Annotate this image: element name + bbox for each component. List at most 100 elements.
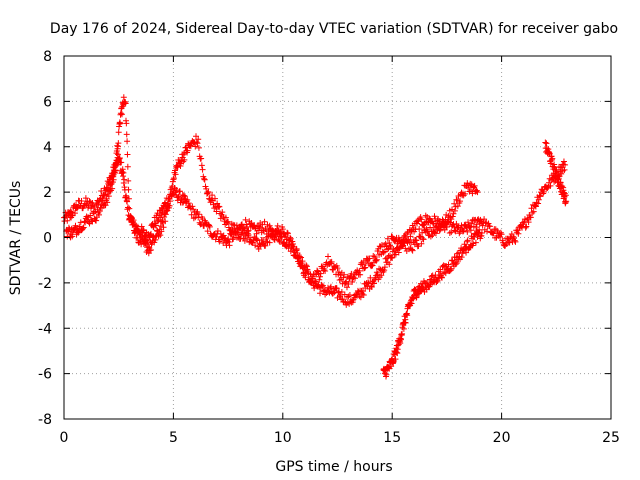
- data-point: [453, 220, 460, 227]
- data-point: [199, 166, 206, 173]
- data-point: [387, 243, 394, 250]
- data-point: [167, 198, 174, 205]
- data-point: [368, 263, 375, 270]
- data-point: [457, 198, 464, 205]
- data-point: [140, 226, 147, 233]
- data-point: [189, 203, 196, 210]
- data-point: [238, 227, 245, 234]
- data-point: [271, 234, 278, 241]
- data-point: [93, 202, 100, 209]
- data-point: [553, 168, 560, 175]
- data-point: [234, 229, 241, 236]
- data-point: [110, 176, 117, 183]
- data-point: [335, 268, 342, 275]
- data-point: [225, 238, 232, 245]
- data-point: [459, 250, 466, 257]
- data-point: [170, 175, 177, 182]
- data-point: [162, 211, 169, 218]
- data-point: [157, 223, 164, 230]
- data-point: [542, 139, 549, 146]
- data-point: [561, 166, 568, 173]
- data-point: [436, 227, 443, 234]
- data-point: [560, 158, 567, 165]
- data-point: [529, 209, 536, 216]
- y-axis-label: SDTVAR / TECUs: [8, 181, 24, 296]
- data-point: [386, 261, 393, 268]
- data-point: [125, 186, 132, 193]
- data-point: [83, 213, 90, 220]
- data-point: [508, 230, 515, 237]
- data-point: [409, 247, 416, 254]
- data-point: [204, 228, 211, 235]
- data-point: [209, 192, 216, 199]
- data-point: [129, 221, 136, 228]
- data-point: [266, 239, 273, 246]
- data-point: [341, 298, 348, 305]
- data-point: [96, 208, 103, 215]
- data-point: [331, 289, 338, 296]
- data-point: [412, 236, 419, 243]
- data-point: [118, 111, 125, 118]
- data-point: [360, 288, 367, 295]
- data-point: [242, 216, 249, 223]
- data-point: [422, 212, 429, 219]
- data-point: [476, 226, 483, 233]
- data-point: [458, 254, 465, 261]
- data-point: [448, 265, 455, 272]
- data-point: [536, 192, 543, 199]
- data-point: [238, 222, 245, 229]
- x-tick-label: 15: [383, 430, 401, 446]
- data-point: [464, 237, 471, 244]
- data-point: [177, 162, 184, 169]
- data-point: [194, 140, 201, 147]
- data-point: [514, 227, 521, 234]
- data-point: [316, 273, 323, 280]
- y-tick-label: 6: [43, 94, 52, 110]
- data-point: [470, 240, 477, 247]
- data-point: [522, 224, 529, 231]
- data-point: [78, 197, 85, 204]
- data-point: [152, 236, 159, 243]
- data-point: [340, 274, 347, 281]
- data-point: [465, 219, 472, 226]
- data-point: [408, 246, 415, 253]
- data-point: [244, 230, 251, 237]
- data-point: [193, 139, 200, 146]
- data-point: [162, 218, 169, 225]
- data-point: [104, 199, 111, 206]
- x-tick-label: 20: [493, 430, 511, 446]
- data-point: [366, 255, 373, 262]
- data-point: [268, 233, 275, 240]
- data-point: [380, 249, 387, 256]
- data-point: [473, 188, 480, 195]
- data-point: [322, 268, 329, 275]
- data-point: [359, 290, 366, 297]
- data-point: [562, 199, 569, 206]
- axis-ticks: 0 5 10 15 20 25 -8 -6 -4 -2 0 2 4 6 8: [38, 49, 620, 446]
- data-point: [180, 151, 187, 158]
- data-point: [337, 292, 344, 299]
- data-point: [166, 202, 173, 209]
- data-point: [387, 242, 394, 249]
- data-point: [345, 280, 352, 287]
- data-point: [361, 265, 368, 272]
- data-point: [287, 234, 294, 241]
- data-point: [174, 163, 181, 170]
- data-point: [349, 278, 356, 285]
- data-point: [525, 219, 532, 226]
- data-point: [192, 143, 199, 150]
- data-point: [255, 245, 262, 252]
- data-point: [82, 195, 89, 202]
- data-point: [471, 182, 478, 189]
- data-point: [122, 100, 129, 107]
- data-point: [147, 247, 154, 254]
- data-point: [143, 240, 150, 247]
- data-point: [368, 283, 375, 290]
- data-point: [168, 192, 175, 199]
- data-point: [124, 163, 131, 170]
- data-point: [291, 249, 298, 256]
- data-point: [65, 224, 72, 231]
- data-point: [173, 187, 180, 194]
- data-point: [284, 229, 291, 236]
- data-point: [438, 274, 445, 281]
